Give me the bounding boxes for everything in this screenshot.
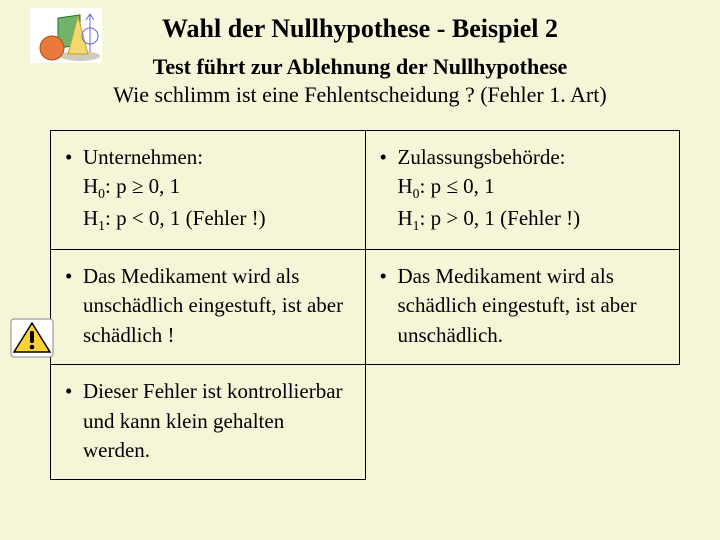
right-h1-text: : p > 0, 1 (Fehler !) [420, 206, 581, 230]
left-h1-prefix: H [83, 206, 98, 230]
cell-right-empty [365, 365, 680, 480]
subtitle-block: Test führt zur Ablehnung der Nullhypothe… [0, 54, 720, 108]
cell-left-hypotheses: • Unternehmen: H0: p ≥ 0, 1 H1: p < 0, 1… [51, 131, 366, 250]
left-consequence: Das Medikament wird als unschädlich eing… [83, 262, 351, 350]
left-h0-sub: 0 [98, 187, 105, 202]
subtitle-line-2: Wie schlimm ist eine Fehlentscheidung ? … [0, 82, 720, 108]
left-h0-text: : p ≥ 0, 1 [105, 174, 180, 198]
right-h1-prefix: H [398, 206, 413, 230]
right-party: Zulassungsbehörde: [398, 145, 566, 169]
cell-left-note: • Dieser Fehler ist kon­trollierbar und … [51, 365, 366, 480]
bullet-icon: • [65, 262, 83, 291]
bullet-icon: • [380, 262, 398, 291]
bullet-icon: • [65, 143, 83, 172]
right-h1-sub: 1 [413, 218, 420, 233]
left-note: Dieser Fehler ist kon­trollierbar und ka… [83, 377, 351, 465]
bullet-icon: • [65, 377, 83, 406]
subtitle-line-1: Test führt zur Ablehnung der Nullhypothe… [0, 54, 720, 80]
bullet-icon: • [380, 143, 398, 172]
right-h0-prefix: H [398, 174, 413, 198]
right-h0-text: : p ≤ 0, 1 [420, 174, 495, 198]
left-h1-text: : p < 0, 1 (Fehler !) [105, 206, 266, 230]
left-party: Unternehmen: [83, 145, 203, 169]
right-consequence: Das Medikament wird als schädlich einges… [398, 262, 666, 350]
left-h1-sub: 1 [98, 218, 105, 233]
left-h0-prefix: H [83, 174, 98, 198]
cell-right-consequence: • Das Medikament wird als schädlich eing… [365, 249, 680, 364]
cell-left-consequence: • Das Medikament wird als unschädlich ei… [51, 249, 366, 364]
warning-icon [10, 318, 54, 358]
cell-right-hypotheses: • Zulassungsbehörde: H0: p ≤ 0, 1 H1: p … [365, 131, 680, 250]
page-title: Wahl der Nullhypothese - Beispiel 2 [0, 0, 720, 44]
right-h0-sub: 0 [413, 187, 420, 202]
comparison-table: • Unternehmen: H0: p ≥ 0, 1 H1: p < 0, 1… [50, 130, 680, 480]
logo-icon [30, 8, 102, 63]
